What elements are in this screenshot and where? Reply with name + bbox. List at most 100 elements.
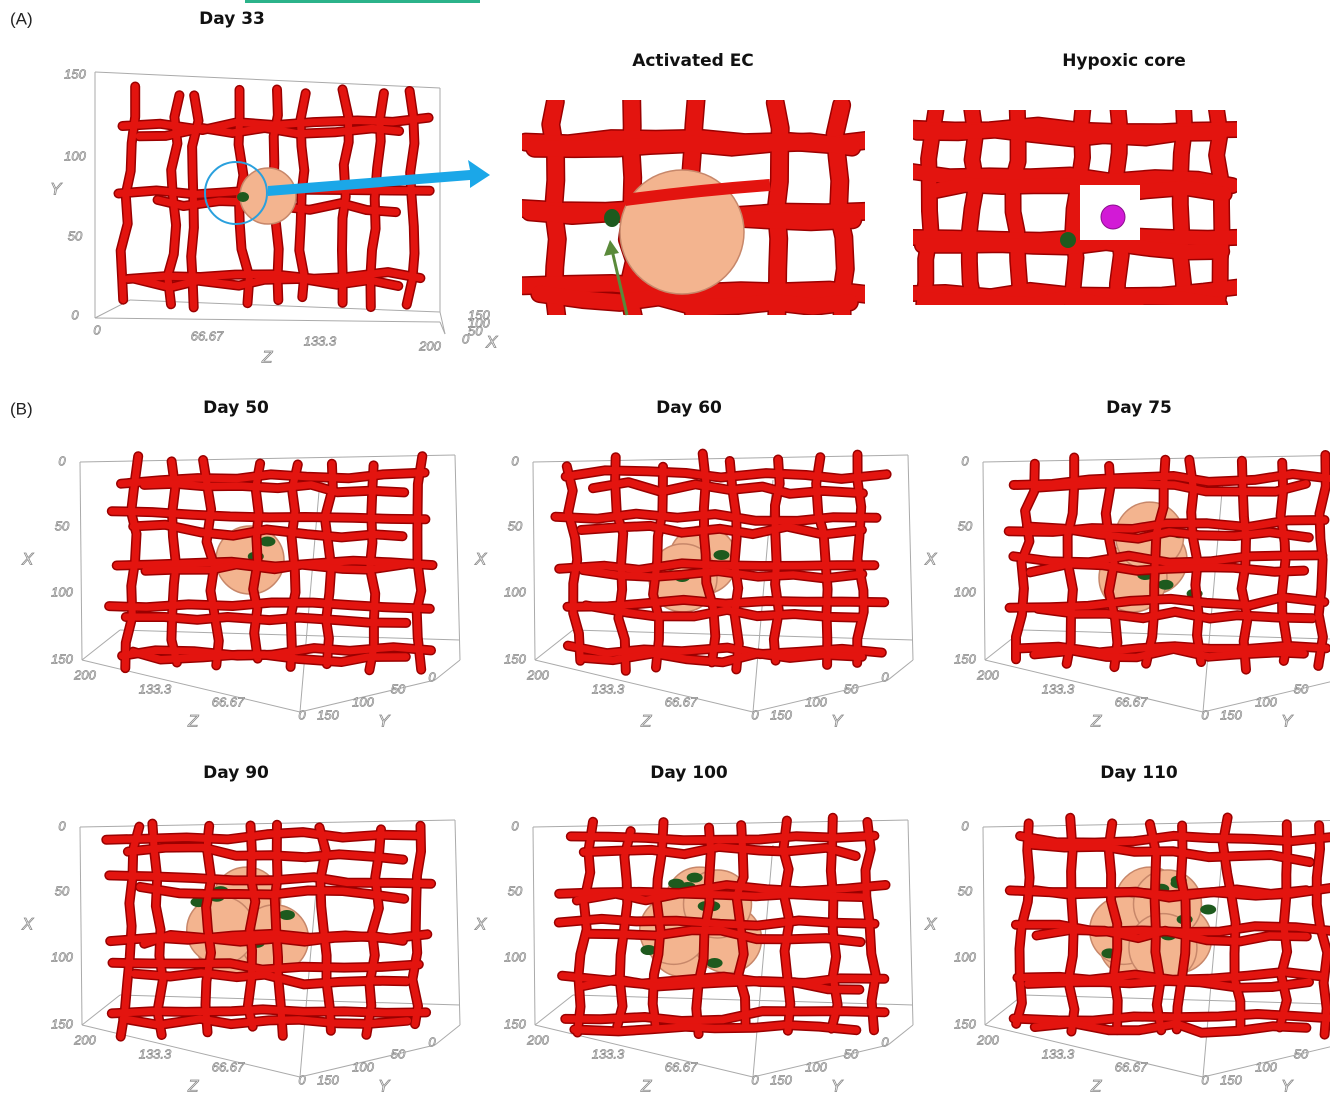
activated-ec xyxy=(259,536,275,546)
y-tick-label: 50 xyxy=(844,1046,859,1061)
z-tick-label: 66.67 xyxy=(212,694,245,709)
y-axis-label: Y xyxy=(831,1076,844,1095)
y-tick-label: 0 xyxy=(71,307,79,322)
panel-label: (A) xyxy=(10,9,33,28)
z-axis-label: Z xyxy=(187,711,199,730)
x-tick-label: 0 xyxy=(961,453,969,468)
box-edge xyxy=(983,820,1330,827)
render-view xyxy=(80,455,460,712)
y-tick-label: 150 xyxy=(770,707,792,722)
y-tick-label: 100 xyxy=(352,694,374,709)
box-edge xyxy=(80,827,82,1025)
render-view xyxy=(983,455,1330,712)
x-tick-label: 150 xyxy=(954,1016,976,1031)
x-axis-label: X xyxy=(21,914,34,933)
z-tick-label: 0 xyxy=(298,1072,306,1087)
y-tick-label: 50 xyxy=(391,681,406,696)
x-tick-label: 100 xyxy=(954,584,976,599)
vessel xyxy=(1038,609,1313,619)
box-edge xyxy=(983,827,985,1025)
x-tick-label: 50 xyxy=(508,518,523,533)
x-tick-label: 100 xyxy=(504,584,526,599)
z-axis-label: Z xyxy=(1090,711,1102,730)
y-tick-label: 150 xyxy=(770,1072,792,1087)
x-tick-label: 0 xyxy=(58,453,66,468)
x-tick-label: 150 xyxy=(504,651,526,666)
box-edge xyxy=(983,462,985,660)
y-tick-label: 0 xyxy=(881,669,889,684)
z-tick-label: 66.67 xyxy=(665,694,698,709)
z-axis-label: Z xyxy=(187,1076,199,1095)
y-axis-label: Y xyxy=(378,711,391,730)
panel-title: Day 100 xyxy=(650,763,728,783)
box-edge xyxy=(82,1025,300,1077)
panel-title: Day 75 xyxy=(1106,398,1172,418)
z-axis-label: Z xyxy=(640,711,652,730)
hypoxic-cell xyxy=(1101,205,1125,229)
x-tick-label: 50 xyxy=(508,883,523,898)
y-axis-label: Y xyxy=(1281,1076,1294,1095)
inset-activated-ec xyxy=(514,94,873,326)
inset-title: Hypoxic core xyxy=(1062,51,1186,71)
z-tick-label: 133.3 xyxy=(139,681,172,696)
y-tick-label: 50 xyxy=(844,681,859,696)
x-tick-label: 100 xyxy=(51,584,73,599)
activated-ec xyxy=(604,209,620,227)
box-edge xyxy=(455,455,460,660)
z-tick-label: 200 xyxy=(73,1032,96,1047)
box-edge xyxy=(888,1025,913,1045)
x-tick-label: 100 xyxy=(51,949,73,964)
x-tick-label: 150 xyxy=(504,1016,526,1031)
main-view xyxy=(95,72,490,334)
x-tick-label: 100 xyxy=(504,949,526,964)
box-edge xyxy=(908,455,913,660)
render-view xyxy=(983,818,1330,1078)
z-tick-label: 66.67 xyxy=(1115,1059,1148,1074)
y-tick-label: 150 xyxy=(317,707,339,722)
box-edge xyxy=(888,660,913,680)
y-tick-label: 100 xyxy=(805,694,827,709)
box-edge xyxy=(130,300,440,312)
x-tick-label: 50 xyxy=(55,883,70,898)
y-tick-label: 150 xyxy=(317,1072,339,1087)
z-axis-label: Z xyxy=(261,347,273,366)
render-view xyxy=(533,454,913,712)
x-axis-label: X xyxy=(485,332,498,351)
y-axis-label: Y xyxy=(50,179,63,198)
box-edge xyxy=(535,660,753,712)
x-tick-label: 50 xyxy=(958,518,973,533)
z-tick-label: 200 xyxy=(526,667,549,682)
vessel xyxy=(571,836,875,841)
y-tick-label: 50 xyxy=(391,1046,406,1061)
z-tick-label: 0 xyxy=(751,1072,759,1087)
x-tick-label: 150 xyxy=(51,1016,73,1031)
box-edge xyxy=(533,827,535,1025)
x-tick-label: 0 xyxy=(462,331,470,346)
y-tick-label: 100 xyxy=(1255,694,1277,709)
inset-hypoxic-core xyxy=(902,102,1247,311)
y-tick-label: 150 xyxy=(64,66,86,81)
z-tick-label: 200 xyxy=(526,1032,549,1047)
z-tick-label: 66.67 xyxy=(212,1059,245,1074)
render-view xyxy=(533,818,913,1077)
panel-title: Day 90 xyxy=(203,763,269,783)
box-edge xyxy=(985,1025,1203,1077)
y-tick-label: 50 xyxy=(1294,1046,1309,1061)
x-tick-label: 50 xyxy=(468,323,483,338)
y-tick-label: 50 xyxy=(1294,681,1309,696)
z-tick-label: 0 xyxy=(298,707,306,722)
header-strip xyxy=(245,0,480,3)
activated-ec xyxy=(237,192,249,202)
box-edge xyxy=(1203,845,1223,1077)
vessel xyxy=(112,1009,426,1013)
x-axis-label: X xyxy=(474,914,487,933)
box-edge xyxy=(95,72,440,88)
z-tick-label: 200 xyxy=(73,667,96,682)
x-tick-label: 0 xyxy=(58,818,66,833)
y-axis-label: Y xyxy=(831,711,844,730)
box-edge xyxy=(120,995,460,1005)
vessel xyxy=(927,297,1219,307)
render-view xyxy=(80,820,460,1077)
panel-title: Day 33 xyxy=(199,9,265,29)
z-tick-label: 133.3 xyxy=(304,333,337,348)
